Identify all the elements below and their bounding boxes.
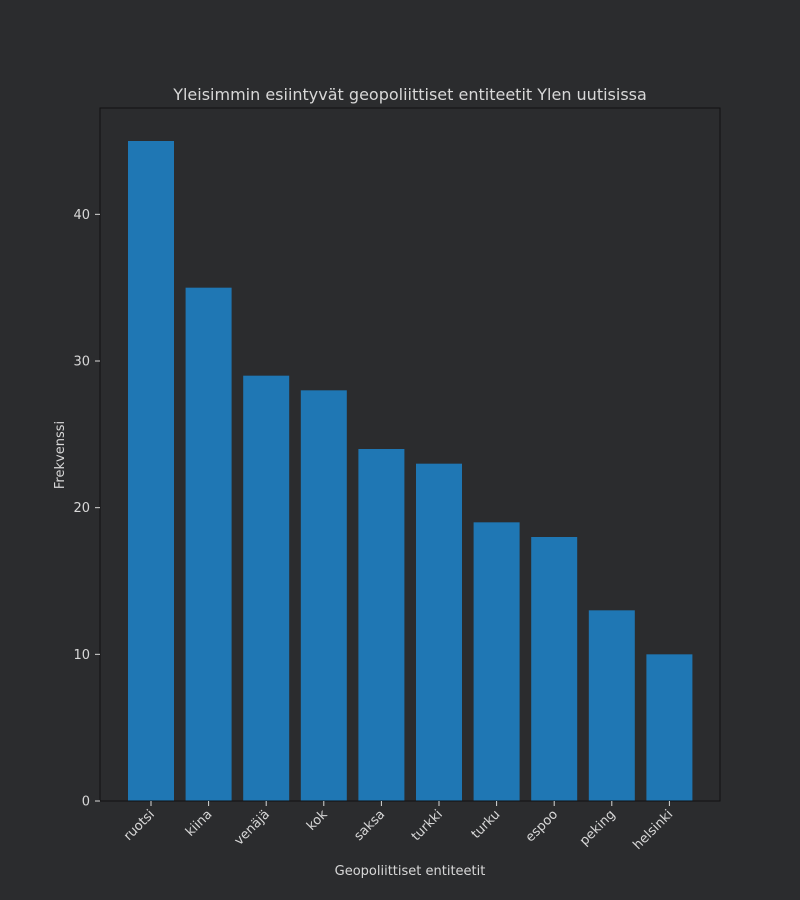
bar-turkki (416, 463, 462, 801)
x-tick-label-helsinki: helsinki (631, 807, 677, 853)
x-tick-label-peking: peking (577, 807, 619, 849)
bar-kok (300, 390, 347, 801)
x-axis: ruotsi kiina venäjä kok saksa turkki turku espo… (121, 801, 676, 853)
x-tick-label-espoo: espoo (523, 807, 561, 845)
x-tick-label-kok: kok (304, 807, 331, 834)
y-tick-label-20: 20 (73, 501, 90, 516)
bars-layer (128, 141, 693, 801)
bar-helsinki (646, 654, 693, 801)
x-tick-label-kiina: kiina (183, 807, 216, 840)
y-tick-label-30: 30 (73, 355, 90, 370)
x-axis-label: Geopoliittiset entiteetit (335, 864, 486, 879)
y-tick-label-0: 0 (82, 795, 90, 810)
y-axis-label: Frekvenssi (53, 421, 68, 489)
y-axis: 0 10 20 30 40 (73, 208, 100, 810)
chart-title: Yleisimmin esiintyvät geopoliittiset ent… (172, 85, 647, 104)
bar-ruotsi (128, 141, 174, 801)
y-tick-label-10: 10 (73, 648, 90, 663)
x-tick-label-ruotsi: ruotsi (121, 807, 158, 844)
y-tick-label-40: 40 (73, 208, 90, 223)
bar-kiina (185, 287, 232, 801)
plot-frame (99, 107, 721, 802)
bar-espoo (531, 537, 578, 801)
x-tick-label-turku: turku (469, 807, 504, 842)
bar-saksa (358, 449, 405, 801)
bar-turku (473, 522, 520, 801)
x-tick-label-saksa: saksa (351, 807, 388, 844)
bar-peking (588, 610, 635, 801)
x-tick-label-venäjä: venäjä (232, 807, 273, 848)
x-tick-label-turkki: turkki (409, 807, 446, 844)
bar-venäjä (243, 375, 290, 801)
